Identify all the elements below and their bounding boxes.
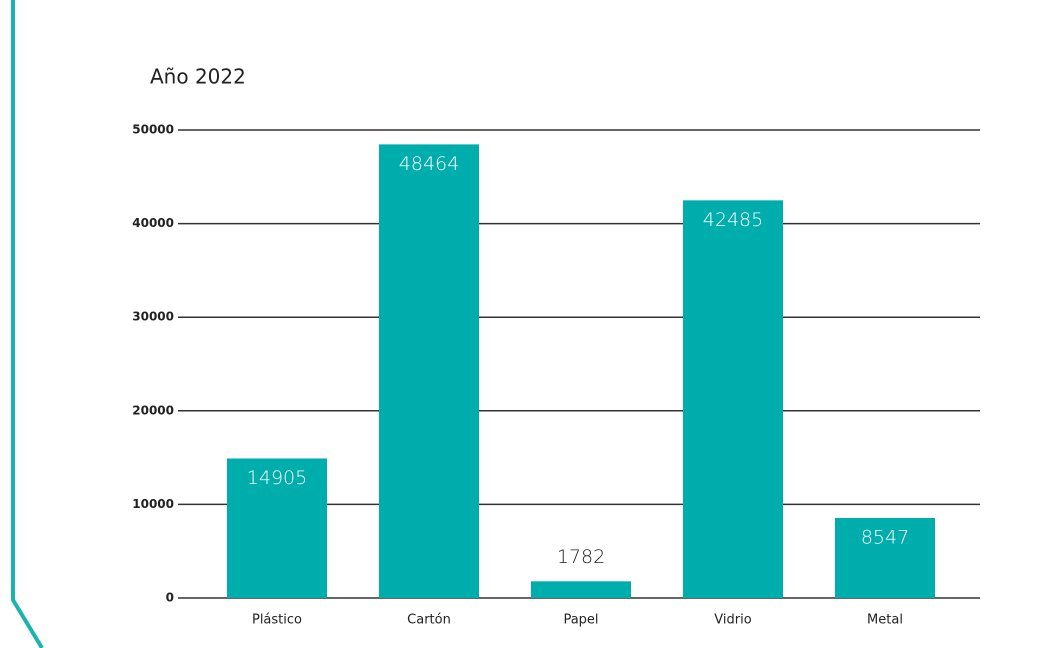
x-tick-label: Vidrio — [714, 613, 751, 628]
value-label: 8547 — [861, 527, 909, 549]
y-tick-label: 10000 — [132, 497, 174, 511]
bar — [835, 518, 935, 598]
bar — [683, 200, 783, 598]
value-label: 42485 — [703, 209, 763, 231]
x-tick-label: Papel — [563, 613, 598, 628]
value-label: 14905 — [247, 467, 307, 489]
chart-title: Año 2022 — [150, 65, 246, 89]
x-tick-label: Metal — [867, 613, 903, 628]
y-tick-label: 20000 — [132, 403, 174, 417]
x-tick-label: Cartón — [407, 613, 451, 628]
y-tick-label: 40000 — [132, 216, 174, 230]
y-tick-label: 30000 — [132, 310, 174, 324]
y-tick-label: 50000 — [132, 123, 174, 137]
bar — [379, 144, 479, 598]
decor-line — [11, 0, 44, 648]
x-tick-label: Plástico — [252, 613, 302, 628]
value-label: 48464 — [399, 153, 459, 175]
y-tick-label: 0 — [166, 591, 174, 605]
bar — [531, 581, 631, 598]
value-label: 1782 — [557, 546, 605, 568]
bar — [227, 458, 327, 598]
